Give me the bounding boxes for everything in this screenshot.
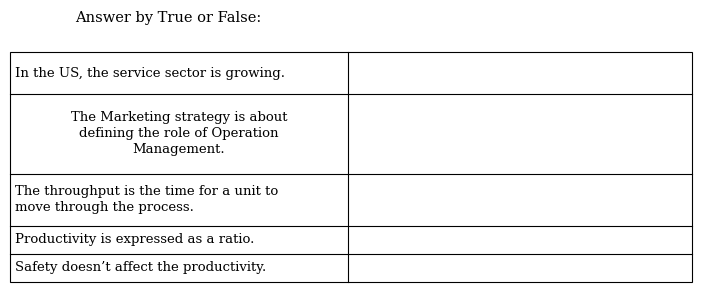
Bar — [10, 52, 692, 282]
Text: The throughput is the time for a unit to
move through the process.: The throughput is the time for a unit to… — [15, 185, 278, 214]
Text: Safety doesn’t affect the productivity.: Safety doesn’t affect the productivity. — [15, 262, 266, 274]
Text: The Marketing strategy is about
defining the role of Operation
Management.: The Marketing strategy is about defining… — [71, 111, 287, 157]
Text: In the US, the service sector is growing.: In the US, the service sector is growing… — [15, 67, 285, 79]
Text: Productivity is expressed as a ratio.: Productivity is expressed as a ratio. — [15, 233, 254, 246]
Text: Answer by True or False:: Answer by True or False: — [75, 11, 261, 25]
